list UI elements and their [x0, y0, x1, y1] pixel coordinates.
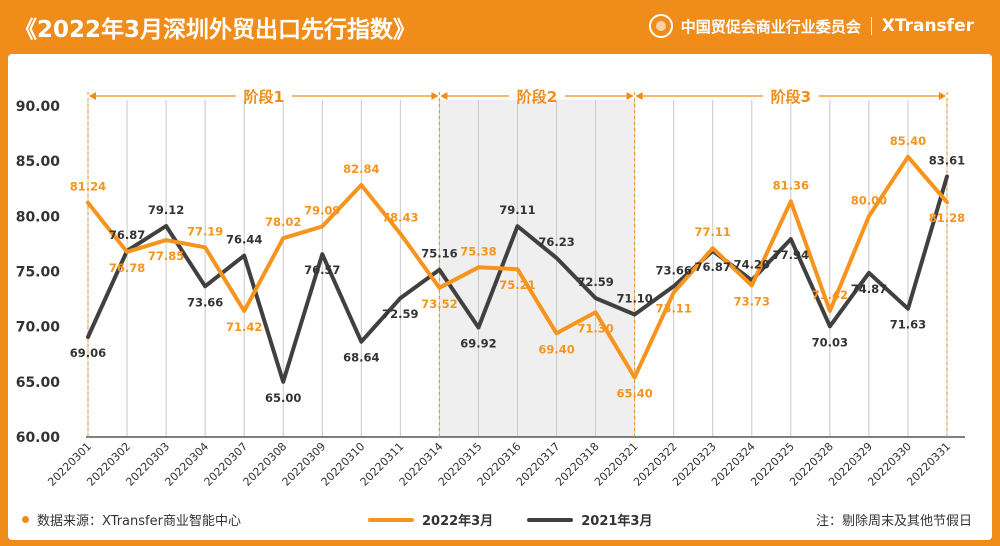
- data-label-2021: 70.03: [812, 335, 848, 349]
- data-label-2021: 79.11: [499, 203, 535, 217]
- data-label-2021: 65.00: [265, 391, 301, 405]
- data-label-2021: 76.87: [109, 228, 145, 242]
- legend-item-2022: 2022年3月: [368, 510, 493, 529]
- brand-company: XTransfer: [881, 16, 974, 36]
- stage-label: 阶段3: [771, 88, 811, 106]
- stage-label: 阶段1: [243, 88, 283, 106]
- data-label-2022: 77.19: [187, 224, 223, 238]
- data-label-2021: 76.87: [695, 260, 731, 274]
- stage-arrowhead-right: [626, 92, 634, 100]
- data-label-2021: 73.66: [655, 263, 691, 277]
- brand-divider: [870, 17, 872, 35]
- legend-label-2022: 2022年3月: [422, 514, 494, 529]
- data-label-2022: 73.73: [734, 295, 770, 309]
- bullet-icon: [22, 516, 29, 523]
- data-label-2021: 68.64: [343, 351, 379, 365]
- data-label-2021: 71.63: [890, 318, 926, 332]
- data-label-2021: 76.23: [538, 235, 574, 249]
- y-tick-label: 80.00: [16, 209, 61, 225]
- data-label-2021: 77.94: [773, 248, 809, 262]
- data-label-2021: 76.44: [226, 233, 262, 247]
- data-label-2022: 73.52: [421, 297, 457, 311]
- ccpit-seal-icon: [648, 14, 673, 38]
- data-label-2022: 78.43: [382, 211, 418, 225]
- y-tick-label: 90.00: [16, 99, 61, 115]
- legend-swatch-2021: [527, 517, 574, 522]
- data-label-2021: 73.66: [187, 295, 223, 309]
- data-label-2022: 75.21: [499, 278, 535, 292]
- stage-arrowhead-left: [89, 92, 96, 100]
- data-label-2021: 83.61: [929, 154, 965, 168]
- data-label-2022: 69.40: [538, 342, 574, 356]
- stage-arrowhead-left: [440, 92, 448, 100]
- data-label-2022: 81.28: [929, 211, 965, 225]
- stage-2-band: [439, 100, 635, 437]
- data-label-2021: 69.06: [70, 346, 106, 360]
- header: 《2022年3月深圳外贸出口先行指数》 中国贸促会商业行业委员会 XTransf…: [0, 0, 1000, 52]
- data-label-2022: 75.38: [460, 244, 496, 258]
- y-tick-label: 75.00: [16, 265, 61, 281]
- data-label-2022: 81.36: [773, 178, 809, 192]
- data-label-2021: 74.87: [851, 282, 887, 296]
- footnote: 注：剔除周末及其他节假日: [815, 514, 972, 529]
- data-source-text: 数据来源：XTransfer商业智能中心: [37, 514, 241, 529]
- data-label-2022: 65.40: [616, 386, 652, 400]
- data-label-2022: 81.24: [70, 180, 106, 194]
- legend-item-2021: 2021年3月: [527, 510, 652, 529]
- data-label-2022: 71.42: [812, 288, 848, 302]
- brand: 中国贸促会商业行业委员会 XTransfer: [648, 14, 974, 38]
- page-title: 《2022年3月深圳外贸出口先行指数》: [14, 17, 417, 43]
- data-label-2021: 71.10: [616, 292, 652, 306]
- stage-arrowhead-right: [431, 92, 439, 100]
- data-label-2021: 79.12: [148, 203, 184, 217]
- y-tick-label: 85.00: [16, 154, 61, 170]
- data-label-2022: 80.00: [851, 193, 887, 207]
- data-label-2022: 78.02: [265, 215, 301, 229]
- data-label-2022: 77.11: [695, 225, 731, 239]
- stage-arrowhead-right: [939, 92, 946, 100]
- y-tick-label: 60.00: [16, 430, 61, 446]
- data-label-2022: 79.09: [304, 203, 340, 217]
- data-label-2022: 76.78: [109, 261, 145, 275]
- data-label-2021: 76.57: [304, 263, 340, 277]
- stage-arrowhead-left: [635, 92, 643, 100]
- data-label-2022: 77.85: [148, 249, 184, 263]
- legend: 2022年3月 2021年3月: [368, 510, 686, 529]
- data-label-2022: 82.84: [343, 162, 379, 176]
- data-label-2021: 72.59: [382, 307, 418, 321]
- series-line-2022: [86, 154, 949, 380]
- data-label-2022: 71.30: [577, 321, 613, 335]
- data-label-2022: 85.40: [890, 134, 926, 148]
- data-label-2021: 74.20: [734, 257, 770, 271]
- data-label-2022: 71.42: [226, 320, 262, 334]
- stage-label: 阶段2: [517, 88, 557, 106]
- data-label-2021: 75.16: [421, 247, 457, 261]
- legend-swatch-2022: [368, 517, 414, 522]
- data-label-2022: 73.11: [655, 301, 691, 315]
- legend-label-2021: 2021年3月: [581, 514, 653, 529]
- y-tick-label: 70.00: [16, 320, 61, 336]
- data-label-2021: 69.92: [460, 337, 496, 351]
- data-label-2021: 72.59: [577, 275, 613, 289]
- brand-org: 中国贸促会商业行业委员会: [680, 17, 861, 36]
- series-line-2021: [86, 174, 949, 384]
- y-tick-label: 65.00: [16, 375, 61, 391]
- data-source: 数据来源：XTransfer商业智能中心: [22, 510, 241, 529]
